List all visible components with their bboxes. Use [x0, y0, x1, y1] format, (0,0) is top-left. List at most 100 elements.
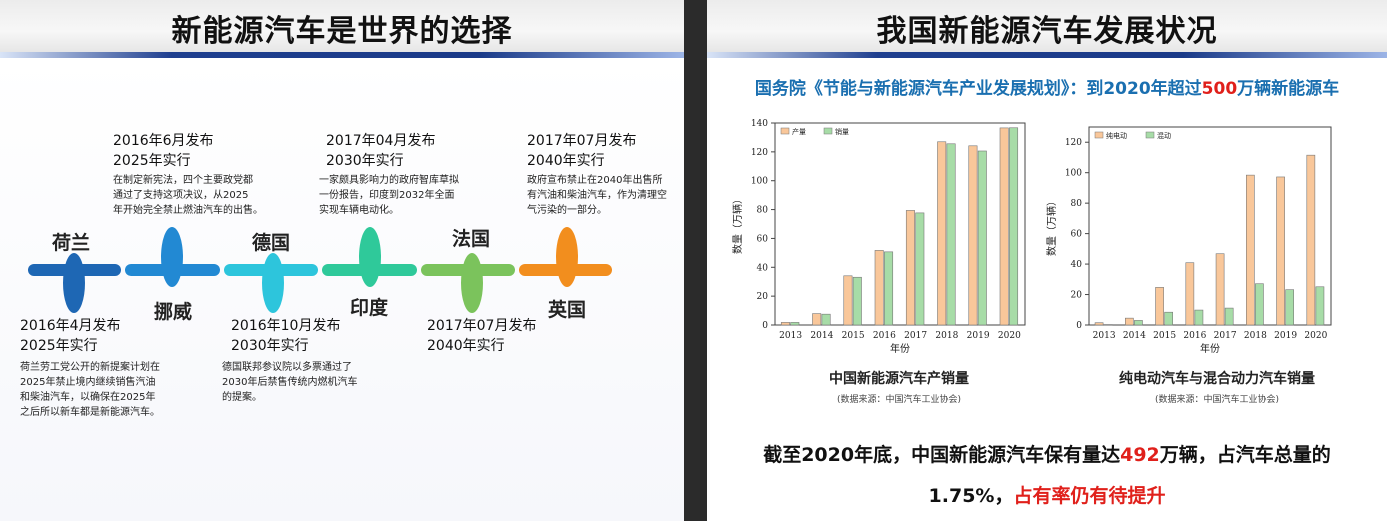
france-date-published: 2017年07月发布 [427, 318, 537, 334]
policy-subtitle: 国务院《节能与新能源汽车产业发展规划》：到2020年超过500万辆新能源车 [707, 74, 1387, 99]
x-tick-label: 2019 [967, 331, 990, 341]
bar-b [1255, 283, 1264, 326]
bar-b [977, 150, 987, 326]
bar-a [968, 145, 978, 326]
right-title: 我国新能源汽车发展状况 [876, 14, 1218, 49]
bar-b [790, 322, 800, 326]
bar-a [1094, 322, 1104, 326]
bar-b [1224, 307, 1234, 326]
plot-frame [1088, 126, 1332, 326]
germany-description: 德国联邦参议院以多票通过了 2030年后禁售传统内燃机汽车 的提案。 [222, 362, 358, 403]
x-tick-label: 2017 [904, 331, 927, 341]
bar-b [1315, 286, 1325, 326]
timeline-marker [63, 253, 85, 313]
bar-a [1185, 262, 1195, 326]
bar-a [1155, 287, 1164, 326]
left-header: 新能源汽车是世界的选择 [0, 0, 684, 52]
y-tick-label: 100 [1065, 169, 1082, 179]
chart2-title: 纯电动汽车与混合动力汽车销量 [1119, 371, 1315, 387]
bar-b [821, 313, 831, 326]
timeline-graphic [28, 227, 612, 313]
right-slide: 我国新能源汽车发展状况 国务院《节能与新能源汽车产业发展规划》：到2020年超过… [707, 0, 1387, 521]
x-tick-label: 2016 [1183, 331, 1206, 341]
germany-date-effective: 2030年实行 [231, 338, 309, 354]
conclusion-text-a: 截至2020年底，中国新能源汽车保有量达 [763, 444, 1121, 466]
bar-b [1194, 309, 1204, 326]
left-title-underline [0, 52, 684, 58]
y-tick-label: 80 [757, 206, 769, 216]
norway-description: 在制定新宪法，四个主要政党都 通过了支持这项决议，从2025 年开始完全禁止燃油… [113, 175, 263, 216]
bar-b [946, 143, 956, 326]
legend-label: 产量 [792, 127, 806, 136]
legend-label: 纯电动 [1106, 131, 1127, 140]
bar-a [874, 250, 884, 326]
timeline-marker [262, 253, 284, 313]
uk-date-effective: 2040年实行 [527, 153, 605, 169]
conclusion-line-1: 截至2020年底，中国新能源汽车保有量达492万辆，占汽车总量的 [707, 440, 1387, 467]
netherlands-date-published: 2016年4月发布 [20, 318, 121, 334]
bar-b [915, 212, 925, 326]
india-description: 一家颇具影响力的政府智库草拟 一份报告，印度到2032年全面 实现车辆电动化。 [319, 175, 459, 216]
conclusion-text-b: 万辆，占汽车总量的 [1159, 444, 1331, 466]
legend-swatch [1094, 131, 1104, 139]
bar-a [937, 141, 947, 326]
bar-a [780, 322, 790, 326]
x-tick-label: 2018 [935, 331, 958, 341]
y-tick-label: 0 [762, 321, 768, 331]
left-slide: 新能源汽车是世界的选择 2016年6月发布 2025年实行 在制定新宪法，四个主… [0, 0, 684, 521]
x-tick-label: 2019 [1274, 331, 1297, 341]
x-tick-label: 2015 [1153, 331, 1176, 341]
bar-a [1246, 174, 1255, 326]
bar-a [999, 127, 1009, 326]
chart-bev-phev-sales: 0 20 40 60 80 100 120 2013 2014 2015 2016 2017 2018 2… [1045, 126, 1332, 355]
y-tick-label: 0 [1076, 321, 1082, 331]
y-tick-label: 120 [1065, 138, 1082, 148]
timeline-marker [461, 253, 483, 313]
right-header: 我国新能源汽车发展状况 [707, 0, 1387, 52]
y-tick-label: 120 [751, 148, 768, 158]
y-tick-label: 40 [757, 263, 769, 273]
legend-swatch [1145, 131, 1155, 139]
y-tick-label: 140 [751, 119, 768, 129]
x-axis-label: 年份 [890, 342, 910, 355]
bar-b [1285, 289, 1294, 326]
bar-b [1009, 127, 1019, 326]
germany-date-published: 2016年10月发布 [231, 318, 341, 334]
subtitle-highlight: 500 [1201, 79, 1238, 99]
uk-date-published: 2017年07月发布 [527, 133, 637, 149]
netherlands-date-effective: 2025年实行 [20, 338, 98, 354]
legend-swatch [780, 127, 790, 135]
bar-a [843, 275, 853, 326]
country-france: 法国 [452, 228, 491, 250]
uk-description: 政府宣布禁止在2040年出售所 有汽油和柴油汽车，作为清理空 气污染的一部分。 [527, 175, 667, 216]
bar-a [1125, 317, 1134, 326]
bar-a [812, 313, 822, 326]
left-body [0, 58, 684, 521]
y-tick-label: 60 [1071, 230, 1083, 240]
india-date-effective: 2030年实行 [326, 153, 404, 169]
bar-b [1134, 320, 1143, 326]
legend-label: 销量 [835, 127, 849, 136]
y-axis-label: 数量（万辆） [1045, 196, 1058, 256]
x-axis-label: 年份 [1200, 342, 1220, 355]
y-tick-label: 100 [751, 177, 768, 187]
y-tick-label: 80 [1071, 199, 1083, 209]
chart1-title: 中国新能源汽车产销量 [829, 371, 969, 387]
conclusion-text-c: 1.75%， [928, 485, 1014, 507]
france-date-effective: 2040年实行 [427, 338, 505, 354]
bar-a [905, 210, 915, 326]
country-netherlands: 荷兰 [52, 232, 91, 254]
country-norway: 挪威 [154, 301, 193, 323]
y-axis-label: 数量（万辆） [731, 194, 744, 254]
x-tick-label: 2013 [779, 331, 802, 341]
y-tick-label: 60 [757, 234, 769, 244]
subtitle-text: 国务院《节能与新能源汽车产业发展规划》：到2020年超过 [754, 79, 1202, 99]
chart2-source: (数据来源：中国汽车工业协会) [1154, 395, 1280, 405]
country-india: 印度 [350, 297, 389, 319]
plot-frame [774, 122, 1026, 326]
bar-b [884, 251, 894, 326]
bar-a [1215, 253, 1225, 326]
x-tick-label: 2014 [810, 331, 833, 341]
chart-production-sales: 0 20 40 60 80 100 120 140 2013 2014 2015 2016 2017 20… [731, 119, 1026, 355]
left-title: 新能源汽车是世界的选择 [171, 14, 513, 49]
